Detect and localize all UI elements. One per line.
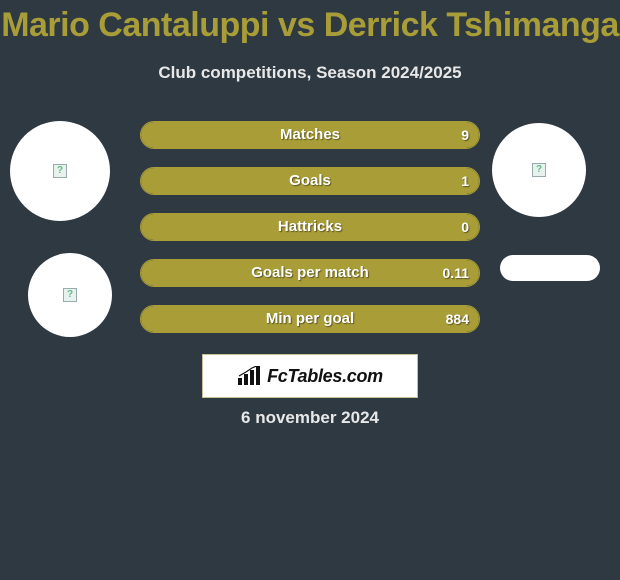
stat-value-right: 0: [461, 214, 469, 240]
stat-bar: Hattricks0: [140, 213, 480, 241]
stat-bar: Goals per match0.11: [140, 259, 480, 287]
title-player2: Derrick Tshimanga: [324, 6, 619, 44]
brand-chart-icon: [237, 366, 263, 386]
brand-text: FcTables.com: [267, 366, 383, 387]
title-player1: Mario Cantaluppi: [1, 6, 269, 44]
stat-label: Hattricks: [141, 214, 479, 240]
stat-label: Min per goal: [141, 306, 479, 332]
brand-box: FcTables.com: [202, 354, 418, 398]
stat-bar: Min per goal884: [140, 305, 480, 333]
date-line: 6 november 2024: [0, 408, 620, 428]
stat-value-right: 0.11: [443, 260, 469, 286]
player2-club-pill: [500, 255, 600, 281]
page-title: Mario Cantaluppi vs Derrick Tshimanga: [0, 6, 620, 45]
player2-avatar: ?: [492, 123, 586, 217]
player1-club-avatar: ?: [28, 253, 112, 337]
stat-value-right: 9: [461, 122, 469, 148]
missing-image-icon: ?: [53, 164, 67, 178]
title-container: Mario Cantaluppi vs Derrick Tshimanga: [0, 0, 620, 45]
subtitle: Club competitions, Season 2024/2025: [0, 63, 620, 83]
title-vs: vs: [278, 6, 315, 44]
stat-value-right: 1: [461, 168, 469, 194]
stat-value-right: 884: [446, 306, 469, 332]
stat-label: Goals: [141, 168, 479, 194]
stat-label: Goals per match: [141, 260, 479, 286]
stat-bars: Matches9Goals1Hattricks0Goals per match0…: [140, 121, 480, 351]
stat-label: Matches: [141, 122, 479, 148]
stat-bar: Goals1: [140, 167, 480, 195]
missing-image-icon: ?: [63, 288, 77, 302]
stat-bar: Matches9: [140, 121, 480, 149]
missing-image-icon: ?: [532, 163, 546, 177]
player1-avatar: ?: [10, 121, 110, 221]
